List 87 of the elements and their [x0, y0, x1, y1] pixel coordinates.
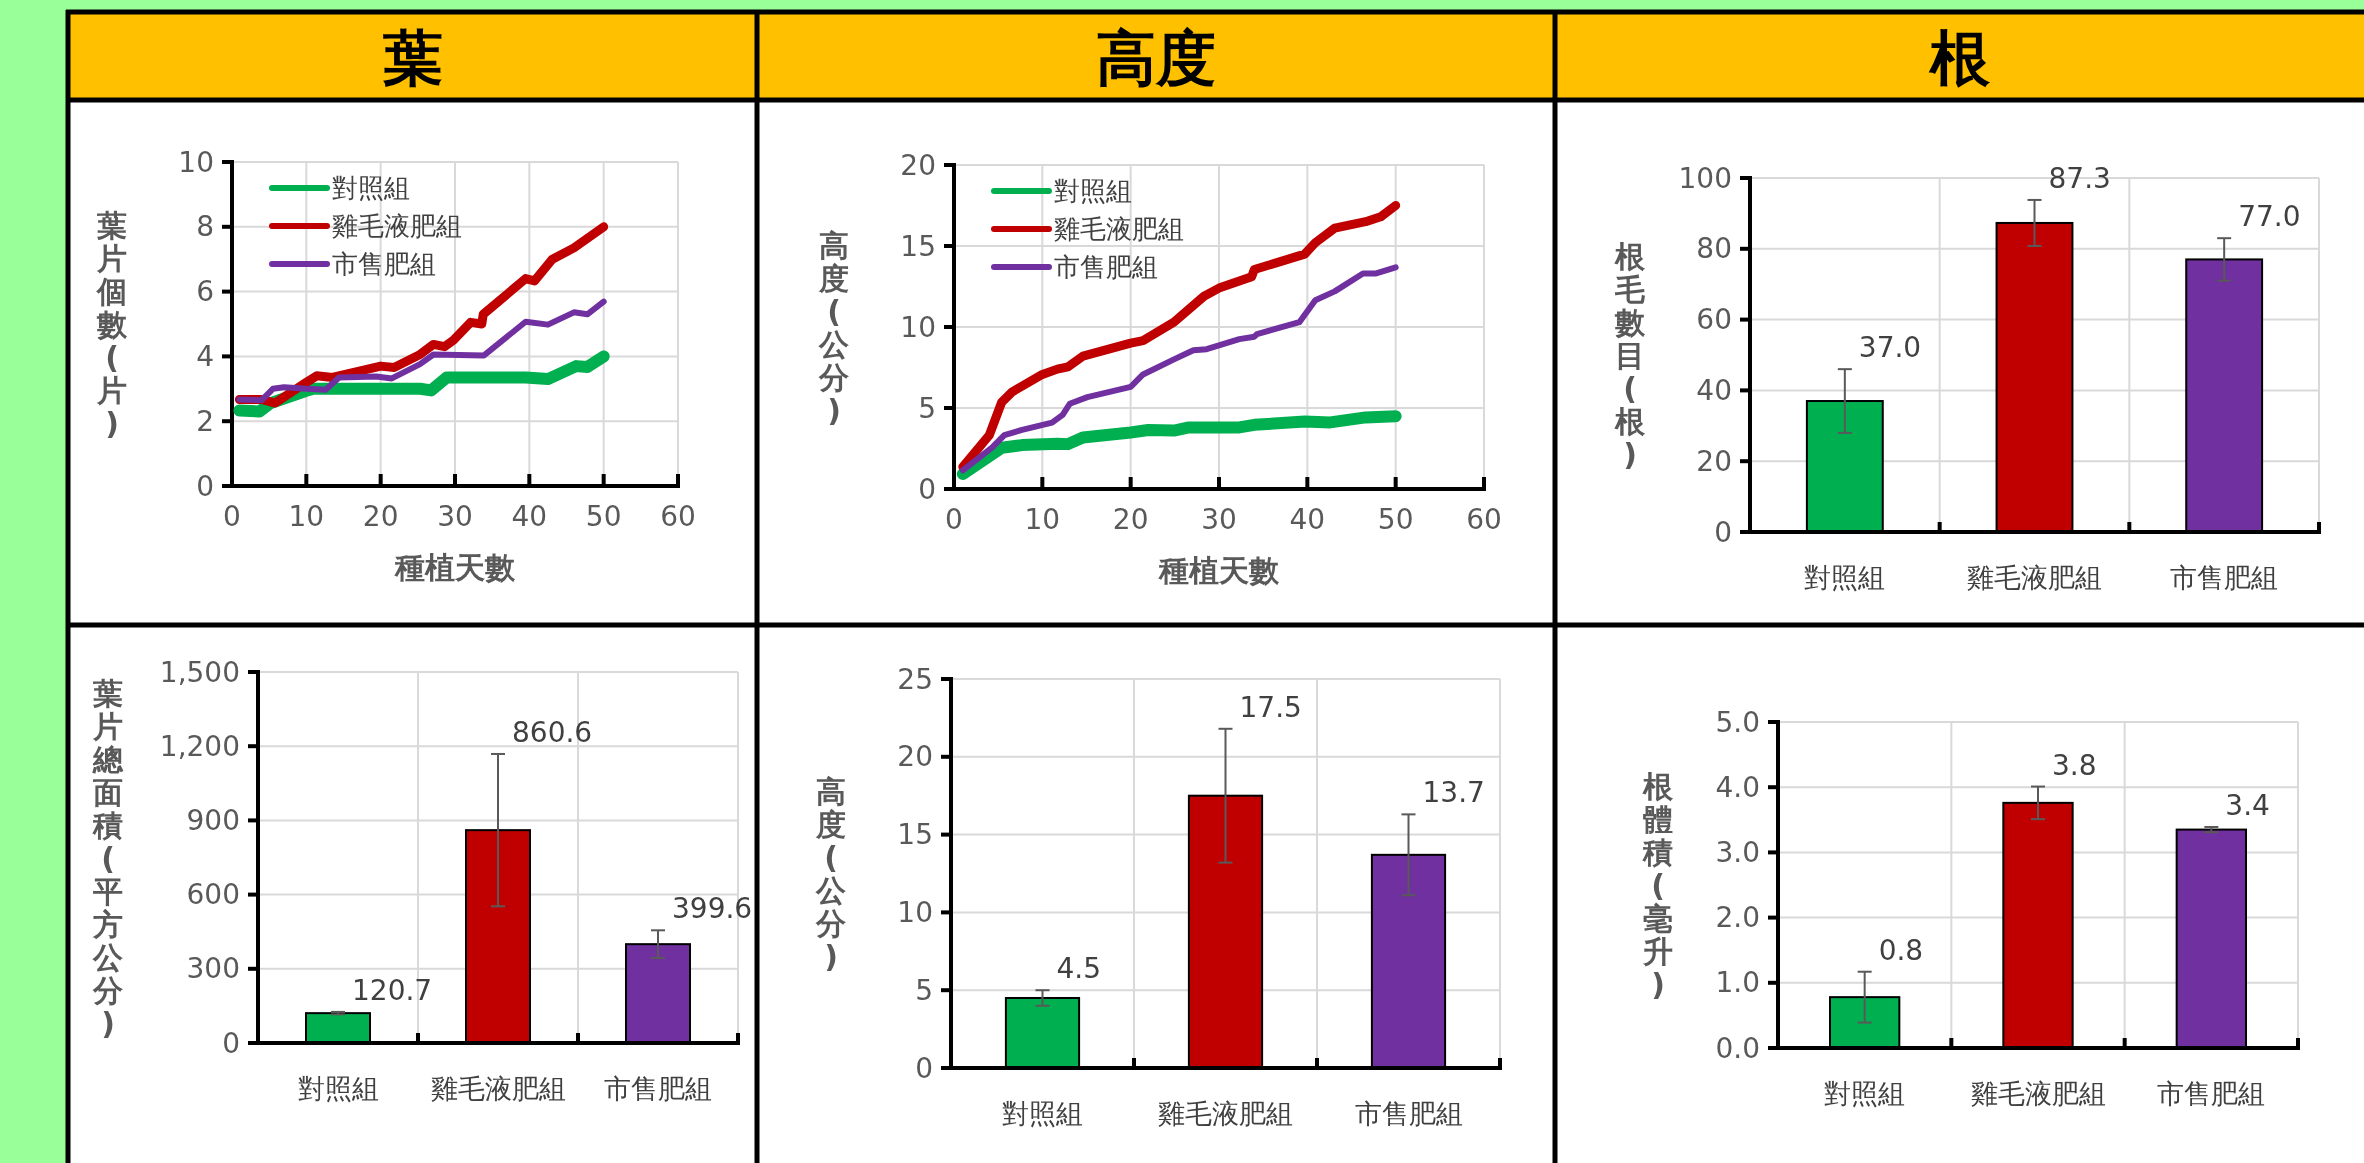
x-tick-label: 50 — [1377, 503, 1414, 536]
legend-label: 對照組 — [1054, 176, 1132, 206]
data-label: 3.4 — [2225, 788, 2270, 822]
y-tick-label: 4 — [196, 339, 214, 373]
y-tick-label: 20 — [897, 740, 933, 774]
x-tick-label: 30 — [437, 500, 473, 533]
text: 葉片總面積(平方公分) — [93, 675, 123, 1040]
y-tick-label: 0.0 — [1715, 1031, 1760, 1065]
y-tick-label: 3.0 — [1715, 835, 1760, 869]
x-tick-label: 40 — [511, 500, 548, 533]
y-tick-label: 4.0 — [1715, 770, 1760, 804]
y-tick-label: 100 — [1678, 161, 1732, 195]
legend-label: 對照組 — [332, 173, 410, 203]
x-tick-label: 市售肥組 — [2170, 562, 2279, 593]
x-tick-label: 40 — [1289, 503, 1326, 536]
y-tick-label: 25 — [897, 662, 933, 696]
x-tick-label: 60 — [1466, 503, 1502, 536]
y-axis-title: 根體積(毫升) — [1642, 768, 1674, 1002]
y-tick-label: 0 — [222, 1026, 240, 1060]
x-tick-label: 雞毛液肥組 — [430, 1073, 566, 1104]
x-tick-label: 市售肥組 — [604, 1073, 712, 1104]
y-axis-title: 葉片個數(片) — [96, 207, 128, 441]
y-tick-label: 10 — [897, 895, 933, 929]
y-tick-label: 0 — [918, 472, 936, 506]
x-tick-label: 市售肥組 — [1354, 1098, 1463, 1129]
legend-label: 市售肥組 — [332, 249, 436, 279]
legend-label: 市售肥組 — [1054, 252, 1158, 282]
data-label: 77.0 — [2238, 200, 2301, 234]
data-label: 87.3 — [2048, 161, 2111, 195]
chart-title: 高度 — [1096, 23, 1216, 93]
data-label: 0.8 — [1878, 933, 1924, 967]
y-tick-label: 2 — [196, 404, 214, 438]
data-label: 860.6 — [512, 715, 593, 749]
x-axis-title: 種植天數 — [1158, 553, 1280, 588]
y-tick-label: 20 — [900, 148, 936, 182]
x-tick-label: 20 — [1112, 503, 1149, 536]
y-tick-label: 1,500 — [159, 655, 240, 689]
y-tick-label: 15 — [897, 818, 933, 852]
data-label: 120.7 — [352, 973, 433, 1007]
y-tick-label: 5 — [918, 391, 936, 425]
chart-title: 根 — [1927, 23, 1991, 93]
x-tick-label: 雞毛液肥組 — [1970, 1078, 2106, 1109]
x-tick-label: 對照組 — [1824, 1078, 1906, 1109]
data-label: 399.6 — [672, 892, 753, 926]
y-tick-label: 15 — [900, 229, 936, 263]
x-tick-label: 50 — [585, 500, 622, 533]
data-label: 3.8 — [2052, 748, 2097, 782]
y-tick-label: 6 — [196, 275, 214, 309]
y-tick-label: 1.0 — [1715, 966, 1760, 1000]
y-tick-label: 60 — [1696, 303, 1732, 337]
x-tick-label: 30 — [1201, 503, 1237, 536]
y-axis-title: 高度(公分) — [815, 773, 847, 974]
x-tick-label: 雞毛液肥組 — [1967, 562, 2102, 593]
y-tick-label: 600 — [186, 878, 240, 912]
y-tick-label: 5.0 — [1715, 705, 1760, 739]
x-tick-label: 10 — [1024, 503, 1061, 536]
data-label: 13.7 — [1422, 776, 1485, 810]
y-axis-title: 高度(公分) — [818, 227, 850, 427]
x-tick-label: 對照組 — [1002, 1098, 1083, 1129]
y-tick-label: 20 — [1696, 444, 1732, 478]
x-tick-label: 對照組 — [297, 1073, 379, 1104]
y-tick-label: 0 — [196, 469, 214, 503]
data-label: 17.5 — [1239, 690, 1302, 724]
y-tick-label: 300 — [186, 952, 240, 986]
y-tick-label: 1,200 — [159, 729, 240, 763]
x-tick-label: 對照組 — [1804, 562, 1886, 593]
legend-label: 雞毛液肥組 — [332, 211, 462, 241]
y-tick-label: 2.0 — [1715, 901, 1760, 935]
x-tick-label: 市售肥組 — [2157, 1078, 2266, 1109]
y-tick-label: 10 — [178, 145, 214, 179]
x-axis-title: 種植天數 — [394, 550, 516, 585]
y-tick-label: 40 — [1696, 373, 1732, 407]
y-tick-label: 10 — [900, 310, 936, 344]
y-tick-label: 900 — [186, 803, 240, 837]
y-axis-title: 根毛數目(根) — [1614, 238, 1646, 472]
data-label: 4.5 — [1056, 952, 1102, 986]
y-tick-label: 80 — [1696, 232, 1732, 266]
x-tick-label: 0 — [945, 503, 963, 536]
x-tick-label: 10 — [288, 500, 325, 533]
legend-label: 雞毛液肥組 — [1054, 214, 1184, 244]
x-tick-label: 20 — [362, 500, 399, 533]
y-tick-label: 5 — [915, 973, 933, 1007]
x-tick-label: 雞毛液肥組 — [1158, 1098, 1293, 1129]
chart-title: 葉 — [382, 23, 443, 93]
x-tick-label: 60 — [660, 500, 696, 533]
y-tick-label: 8 — [196, 210, 214, 244]
data-label: 37.0 — [1858, 331, 1922, 365]
